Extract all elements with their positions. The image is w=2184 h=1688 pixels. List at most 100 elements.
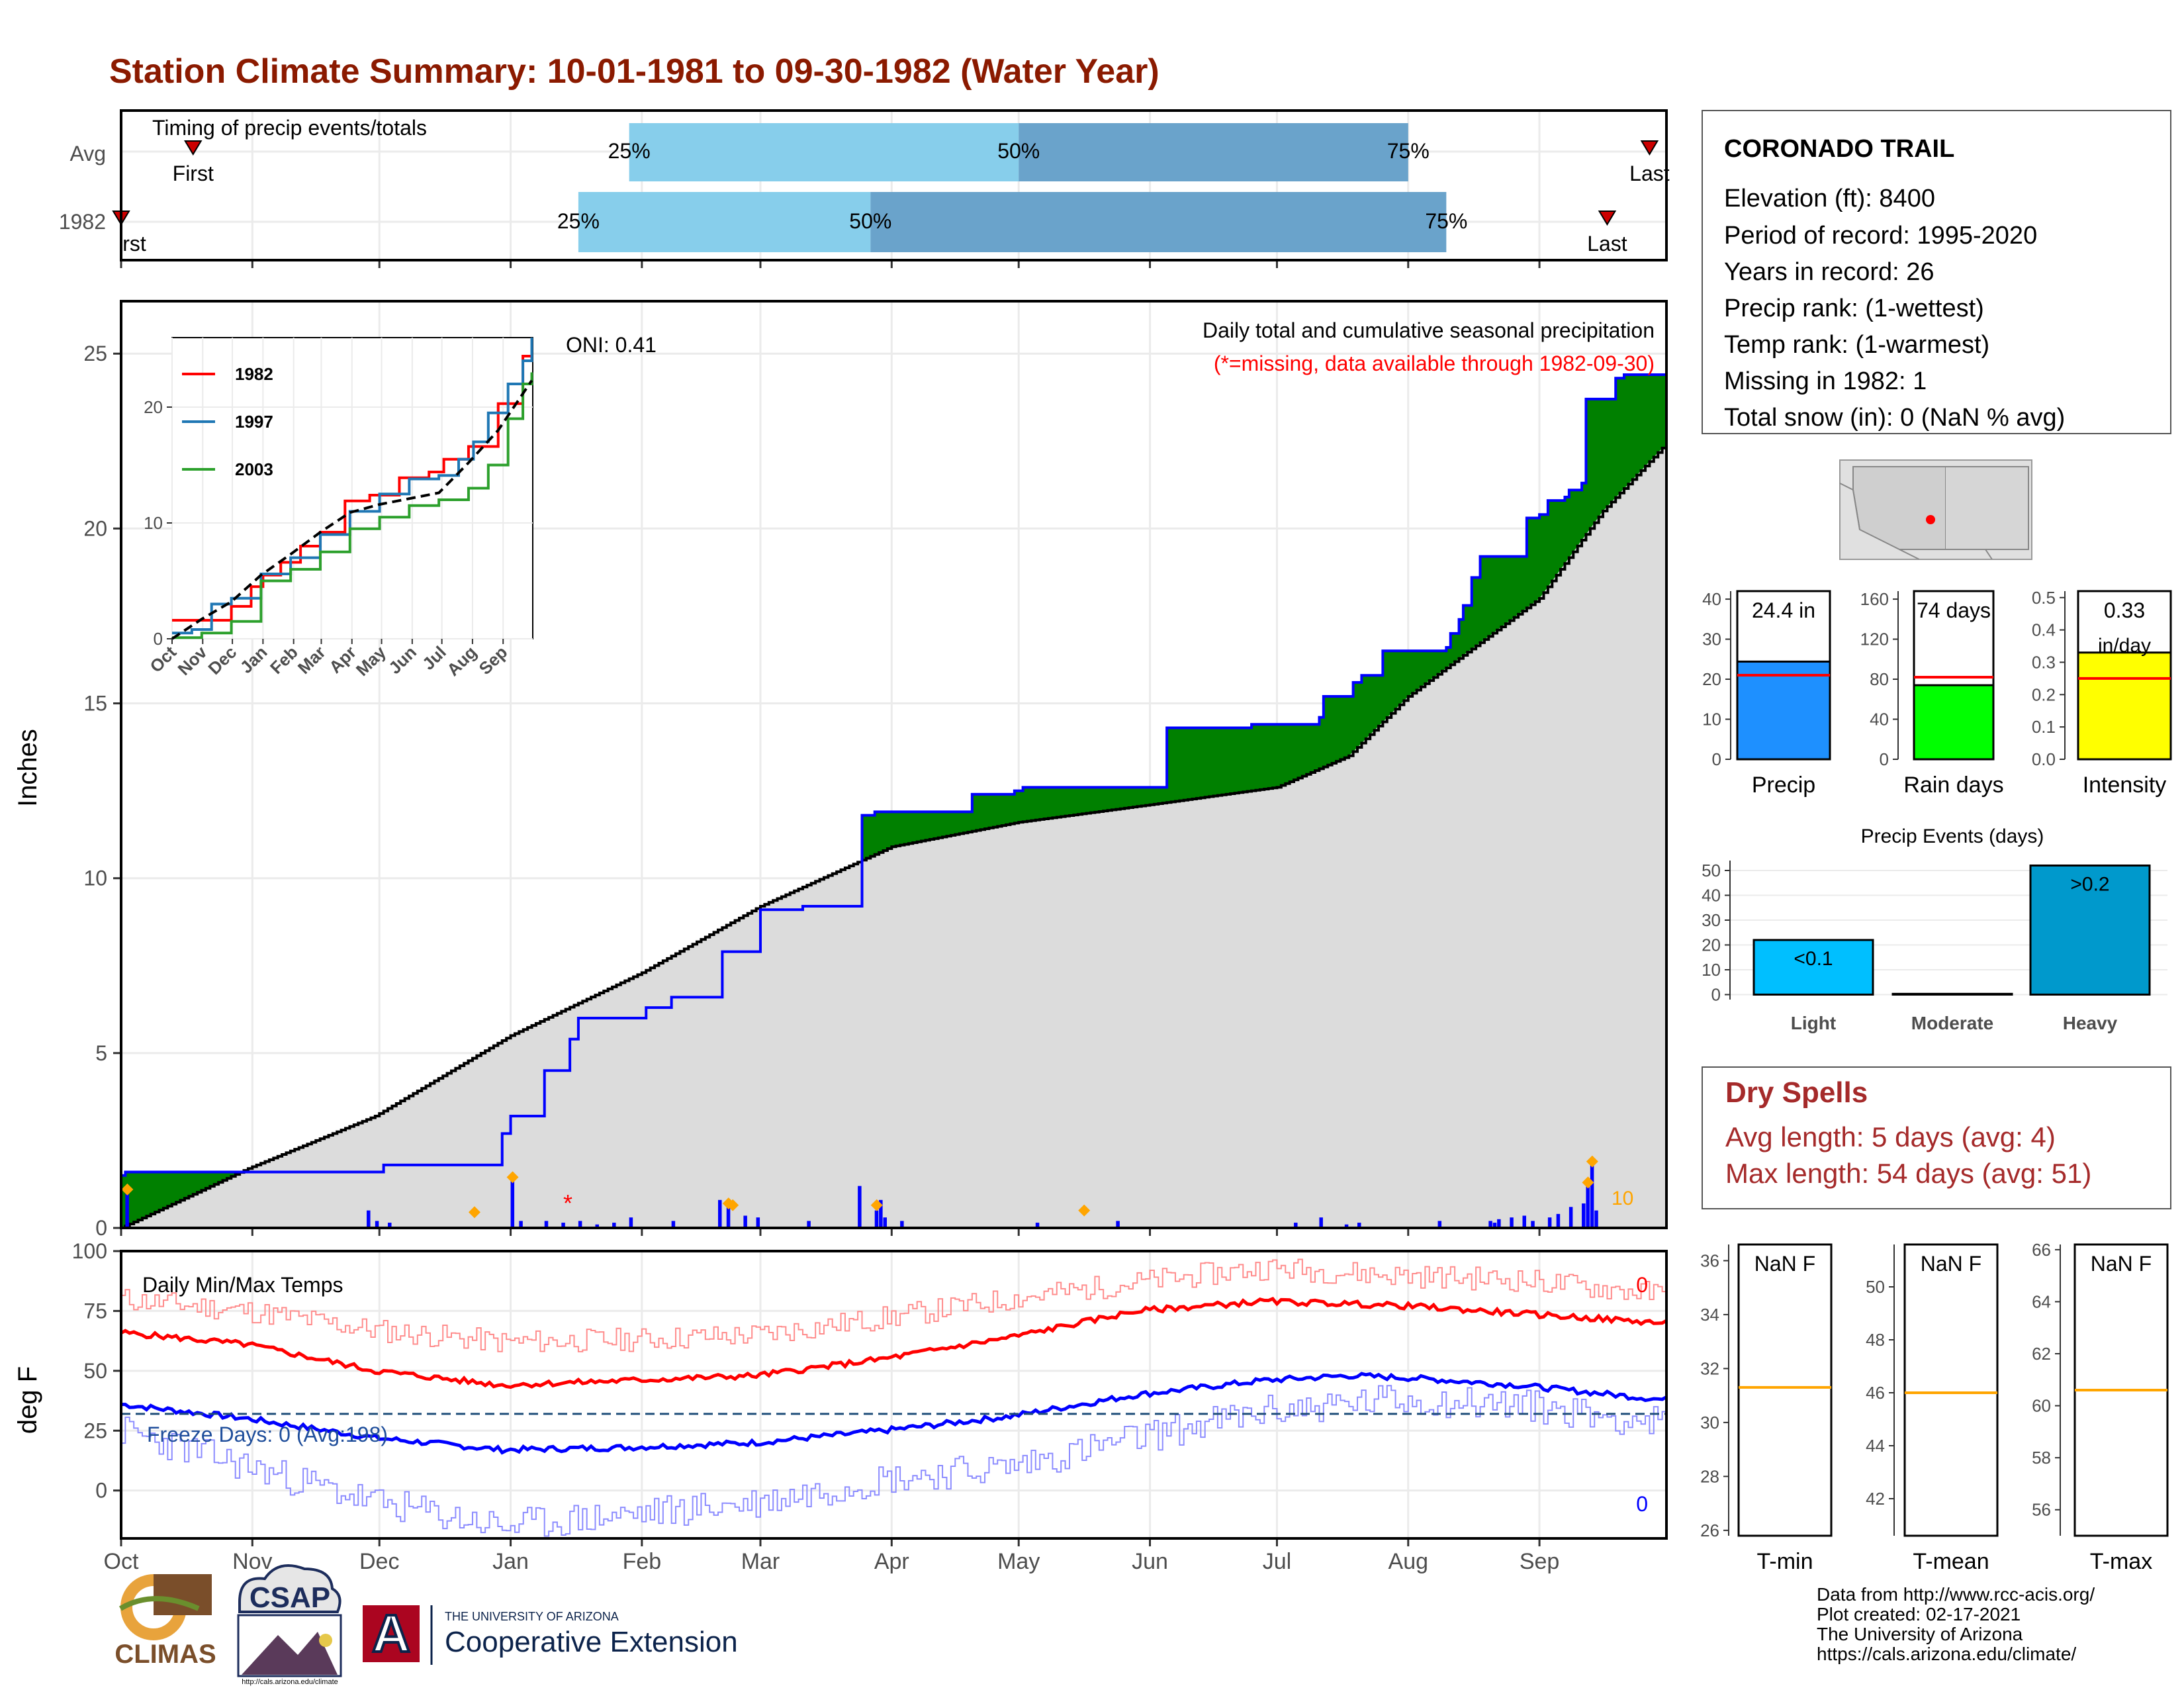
surplus-fill [1323, 696, 1328, 767]
surplus-fill [1302, 724, 1307, 776]
surplus-fill [908, 812, 913, 844]
surplus-fill [1306, 724, 1312, 774]
stat-ytick-label: 58 [2032, 1448, 2051, 1468]
daily-precip-bar [900, 1221, 904, 1228]
surplus-fill [1259, 724, 1265, 790]
daily-precip-bar [1319, 1217, 1323, 1228]
timing-q75-label: 75% [1425, 209, 1467, 233]
surplus-fill [1565, 496, 1570, 564]
surplus-fill [1463, 605, 1468, 655]
events-ytick-label: 0 [1711, 985, 1721, 1005]
surplus-fill [1035, 787, 1040, 820]
surplus-fill [167, 1172, 173, 1207]
surplus-fill [1416, 651, 1422, 690]
precip-ytick-label: 20 [83, 516, 107, 540]
avg-max-temp-line [121, 1297, 1666, 1389]
stat-category-label: T-max [2090, 1549, 2152, 1574]
historic-min-temp-line [121, 1385, 1666, 1537]
surplus-fill [1285, 724, 1291, 784]
surplus-fill [1167, 727, 1172, 803]
inset-ytick-label: 20 [144, 397, 163, 417]
stat-ytick-label: 0 [1712, 749, 1721, 769]
university-of-arizona-logo: A THE UNIVERSITY OF ARIZONA Cooperative … [363, 1603, 738, 1665]
daily-precip-bar [726, 1207, 731, 1228]
surplus-fill [976, 794, 981, 831]
daily-precip-bar [883, 1217, 887, 1228]
surplus-fill [1319, 717, 1324, 769]
surplus-fill [1162, 787, 1167, 804]
timing-last-marker [1598, 211, 1617, 226]
dry-spells-avg: Avg length: 5 days (avg: 4) [1725, 1121, 2056, 1152]
surplus-fill [176, 1172, 181, 1203]
month-axis-label: Jul [1263, 1549, 1291, 1574]
surplus-fill [1412, 651, 1418, 694]
precip-subtitle: Daily total and cumulative seasonal prec… [1203, 318, 1655, 342]
surplus-fill [201, 1172, 206, 1191]
surplus-fill [1023, 787, 1028, 822]
surplus-fill [874, 812, 880, 855]
stat-value-label: NaN F [1754, 1252, 1815, 1276]
surplus-fill [1383, 651, 1388, 722]
surplus-fill [1213, 727, 1218, 796]
csap-logo: CSAP http://cals.arizona.edu/climate [237, 1564, 342, 1686]
surplus-fill [1188, 727, 1193, 800]
event-marker [1586, 1155, 1598, 1168]
surplus-fill [1238, 727, 1244, 793]
events-bar [2029, 865, 2151, 996]
events-ytick-label: 20 [1702, 935, 1721, 955]
daily-precip-bar [1510, 1217, 1514, 1228]
surplus-fill [1014, 790, 1019, 823]
surplus-fill [163, 1172, 168, 1209]
daily-precip-bar [879, 1199, 883, 1228]
timing-first-label: rst [122, 232, 146, 256]
surplus-fill [1488, 556, 1494, 637]
surplus-fill [1649, 374, 1655, 462]
daily-precip-bar [595, 1224, 599, 1228]
surplus-fill [1446, 647, 1451, 669]
stat-ytick-label: 0.1 [2032, 717, 2056, 737]
month-axis-label: Aug [1388, 1549, 1429, 1574]
climas-logo: CLIMAS [114, 1574, 216, 1669]
surplus-fill [1065, 787, 1070, 816]
surplus-fill [1370, 675, 1375, 735]
daily-precip-bar [612, 1223, 616, 1228]
temp-ytick-label: 75 [83, 1299, 107, 1323]
avg-min-temp-line [121, 1372, 1666, 1455]
surplus-fill [1637, 374, 1642, 475]
surplus-fill [1146, 787, 1151, 806]
surplus-fill [1056, 787, 1062, 818]
precip-panel: 0 5 10 15 20 25 Inches ONI: 0.41 Daily total … [13, 300, 1668, 1240]
surplus-fill [1336, 696, 1342, 762]
surplus-fill [138, 1172, 143, 1221]
inset-ytick-label: 10 [144, 513, 163, 533]
surplus-fill [1086, 787, 1091, 814]
stat-ytick-label: 64 [2032, 1291, 2051, 1311]
events-ytick-label: 10 [1702, 960, 1721, 980]
stat-ytick-label: 66 [2032, 1240, 2051, 1260]
precip-events-chart: Precip Events (days) 0 10 20 30 40 50 <0.1 Ligh… [1702, 825, 2167, 1033]
surplus-fill [1408, 651, 1413, 696]
precip-ytick-label: 15 [83, 692, 107, 716]
surplus-fill [1497, 556, 1502, 630]
surplus-fill [1531, 518, 1536, 605]
surplus-fill [1217, 727, 1222, 796]
surplus-fill [985, 794, 990, 829]
timing-last-label: Last [1587, 232, 1627, 256]
surplus-fill [925, 812, 931, 841]
surplus-fill [159, 1172, 164, 1211]
surplus-fill [1552, 500, 1557, 581]
surplus-fill [1069, 787, 1074, 816]
surplus-fill [1141, 787, 1146, 806]
surplus-fill [1171, 727, 1176, 802]
daily-precip-bar [1590, 1161, 1594, 1228]
stat-ytick-label: 44 [1866, 1436, 1885, 1456]
surplus-fill [142, 1172, 147, 1219]
surplus-fill [1298, 724, 1303, 778]
surplus-fill [1467, 605, 1473, 653]
surplus-fill [129, 1172, 134, 1225]
surplus-fill [887, 812, 892, 849]
surplus-fill [955, 812, 960, 835]
surplus-fill [1624, 374, 1629, 489]
surplus-fill [1082, 787, 1087, 814]
